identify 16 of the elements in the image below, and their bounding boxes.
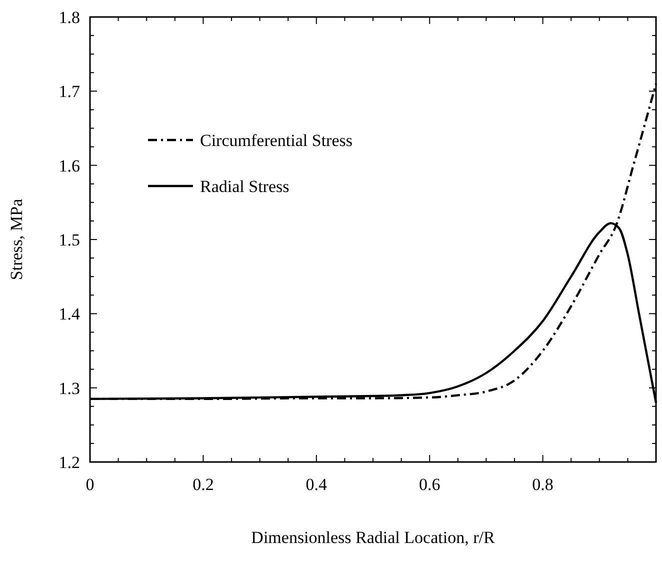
legend-label: Radial Stress xyxy=(200,177,290,196)
y-tick-label: 1.3 xyxy=(58,378,80,398)
legend-label: Circumferential Stress xyxy=(200,131,352,150)
y-tick-label: 1.5 xyxy=(58,230,80,250)
y-tick-label: 1.2 xyxy=(58,453,80,472)
x-axis-title: Dimensionless Radial Location, r/R xyxy=(251,528,496,547)
x-tick-label: 0.8 xyxy=(532,475,554,494)
x-tick-label: 0 xyxy=(86,475,94,494)
y-tick-label: 1.4 xyxy=(58,304,80,324)
y-tick-label: 1.6 xyxy=(58,156,80,176)
y-tick-label: 1.8 xyxy=(58,8,80,27)
y-axis-title: Stress, MPa xyxy=(7,198,26,280)
x-tick-label: 0.2 xyxy=(192,475,214,494)
x-tick-label: 0.6 xyxy=(418,475,440,494)
y-tick-label: 1.7 xyxy=(58,82,80,102)
x-tick-label: 0.4 xyxy=(306,475,328,494)
